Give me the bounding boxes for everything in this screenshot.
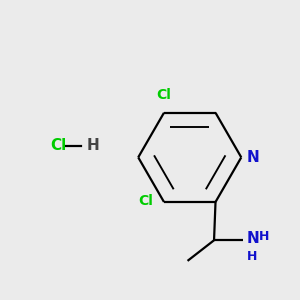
Text: H: H xyxy=(259,230,269,243)
Text: H: H xyxy=(87,138,99,153)
Text: Cl: Cl xyxy=(157,88,171,101)
Text: N: N xyxy=(247,231,260,246)
Text: Cl: Cl xyxy=(50,138,66,153)
Text: Cl: Cl xyxy=(138,194,153,208)
Text: H: H xyxy=(247,250,257,263)
Text: N: N xyxy=(247,150,259,165)
